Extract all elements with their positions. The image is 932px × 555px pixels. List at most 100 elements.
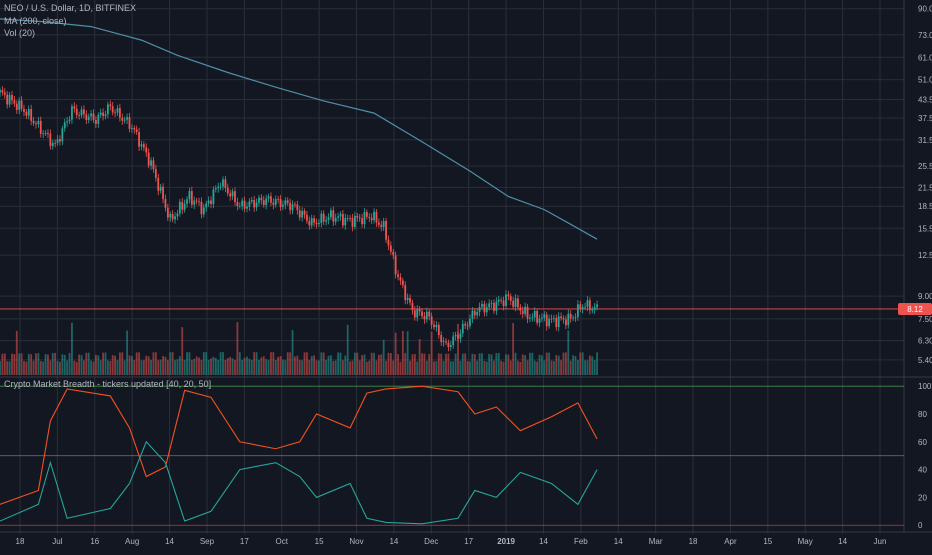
volume-legend-label[interactable]: Vol (20) (4, 28, 35, 38)
candle-body (358, 217, 361, 219)
candle-body (538, 318, 541, 323)
candle-body (310, 218, 313, 226)
volume-bar (454, 353, 457, 375)
time-tick-label: 2019 (497, 537, 515, 546)
volume-bar (519, 361, 522, 375)
volume-bar (517, 360, 519, 375)
candle-body (569, 313, 572, 319)
volume-bar (553, 361, 555, 375)
candle-body (262, 200, 265, 206)
volume-bar (296, 355, 299, 375)
volume-bar (464, 353, 467, 375)
volume-bar (425, 360, 428, 375)
volume-bar (574, 355, 577, 375)
indicator-tick-label: 60 (918, 438, 927, 447)
candle-body (238, 205, 241, 207)
volume-bar (294, 356, 296, 375)
candle-body (39, 120, 42, 134)
candle-body (524, 306, 527, 314)
candle-body (536, 311, 539, 323)
time-tick-label: Jun (874, 537, 887, 546)
candle-body (397, 274, 399, 278)
volume-bar (373, 352, 375, 375)
candle-body (382, 221, 385, 228)
candle-body (404, 285, 407, 301)
candle-body (270, 196, 272, 203)
volume-bar (3, 353, 6, 375)
volume-bar (130, 356, 133, 375)
symbol-title[interactable]: NEO / U.S. Dollar, 1D, BITFINEX (4, 3, 136, 13)
price-tick-label: 5.40 (918, 356, 932, 365)
candle-body (322, 213, 325, 222)
candle-body (514, 298, 517, 307)
candle-body (313, 218, 316, 223)
volume-bar (157, 360, 160, 375)
candle-body (380, 224, 383, 228)
volume-bar (569, 360, 572, 375)
breadth-legend-label[interactable]: Crypto Market Breadth - tickers updated … (4, 379, 211, 389)
candle-body (260, 197, 263, 201)
candle-body (37, 120, 40, 125)
candle-body (47, 133, 49, 134)
volume-bar (241, 360, 244, 375)
volume-bar (15, 330, 18, 375)
volume-bar (581, 352, 584, 375)
ma-legend-label[interactable]: MA (200, close) (4, 16, 67, 26)
volume-bar (344, 355, 347, 375)
volume-bar (469, 361, 471, 375)
candle-body (107, 104, 109, 115)
candle-body (222, 179, 224, 187)
candle-body (200, 201, 203, 215)
price-axis[interactable]: 90.00 73.00 61.00 51.00 43.50 37.50 31.50 25.50… (918, 5, 932, 365)
volume-bar (243, 357, 246, 375)
volume-bar (377, 354, 380, 375)
volume-bar (353, 352, 356, 375)
candle-body (49, 133, 52, 147)
candle-body (253, 200, 256, 208)
candle-body (401, 280, 404, 286)
candle-body (188, 191, 191, 200)
candle-body (567, 313, 570, 326)
volume-bar (505, 354, 507, 375)
volume-bar (39, 360, 42, 375)
price-tick-label: 43.50 (918, 95, 932, 104)
candle-body (217, 186, 220, 189)
candle-body (478, 306, 481, 312)
volume-bar (75, 361, 78, 375)
breadth-red-line (0, 385, 598, 505)
volume-bar (332, 360, 335, 375)
candle-body (411, 302, 414, 311)
volume-bar (95, 354, 97, 375)
candle-body (97, 114, 100, 124)
candle-body (6, 94, 9, 105)
volume-bar (44, 354, 47, 375)
candle-body (248, 201, 251, 207)
volume-bar (198, 357, 200, 375)
volume-bar (291, 330, 294, 375)
volume-bar (409, 360, 411, 375)
candle-body (174, 216, 176, 220)
volume-bar (66, 360, 69, 375)
candle-body (183, 203, 186, 210)
time-tick-label: 16 (90, 537, 99, 546)
volume-bar (183, 360, 186, 375)
volume-bar (361, 355, 363, 375)
indicator-axis[interactable]: 100 80 60 40 20 0 (918, 382, 932, 530)
volume-bar (147, 356, 150, 375)
volume-bar (25, 361, 28, 375)
volume-bar (418, 339, 421, 375)
time-tick-label: 14 (539, 537, 548, 546)
volume-bar (478, 353, 481, 375)
time-axis[interactable]: 18 Jul 16 Aug 14 Sep 17 Oct 15 Nov 14 Dec 17 2019 14 Fe… (16, 537, 887, 546)
candle-body (87, 116, 90, 121)
volume-bar (13, 353, 16, 375)
candle-body (543, 314, 546, 318)
candle-body (531, 317, 534, 319)
candle-body (469, 318, 471, 326)
candle-body (171, 213, 174, 220)
candle-body (550, 318, 553, 320)
candle-body (574, 317, 577, 318)
candle-body (140, 144, 143, 147)
